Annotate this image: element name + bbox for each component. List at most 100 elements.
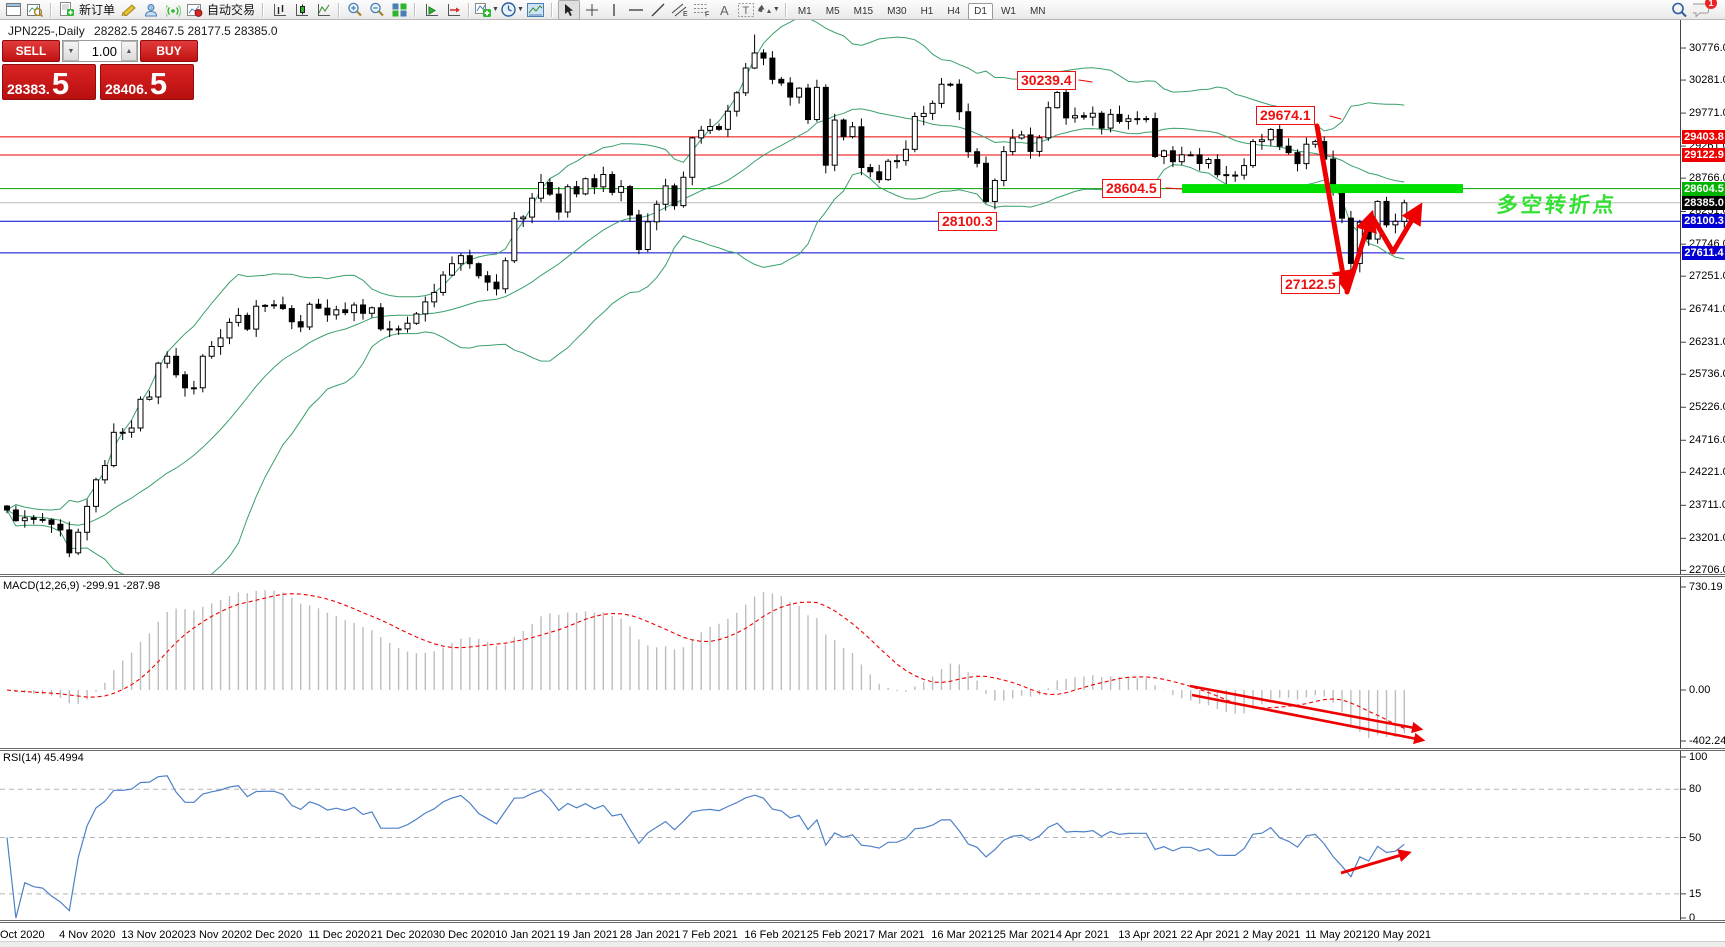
ohlc-values: 28282.5 28467.5 28177.5 28385.0 xyxy=(94,24,278,38)
chart-window-icon[interactable] xyxy=(3,1,23,19)
fibonacci-icon[interactable]: F xyxy=(692,1,712,19)
timeframe-m1[interactable]: M1 xyxy=(797,5,812,17)
macd-tick: 0.00 xyxy=(1689,684,1711,696)
price-tick: 28766.0 xyxy=(1689,172,1725,185)
main-plot xyxy=(4,20,1463,574)
crayon-icon[interactable] xyxy=(119,1,139,19)
new-order-label[interactable]: 新订单 xyxy=(79,3,116,17)
buy-button[interactable]: BUY xyxy=(140,40,198,62)
search-icon[interactable] xyxy=(1669,1,1689,19)
candle-body xyxy=(1018,134,1025,139)
price-tick: 26741.0 xyxy=(1689,303,1725,316)
volume-increase-button[interactable]: ▲ xyxy=(121,41,137,61)
crosshair-icon[interactable] xyxy=(582,1,602,19)
price-tick: 22706.0 xyxy=(1689,564,1725,577)
candle-body xyxy=(1250,141,1256,167)
candle-body xyxy=(449,263,455,276)
bollinger-up xyxy=(6,20,1405,511)
trendline-icon[interactable] xyxy=(648,1,668,19)
sell-price-display[interactable]: 28383. 5 xyxy=(2,64,96,100)
chart-shift-icon[interactable] xyxy=(443,1,463,19)
price-callout[interactable]: 29674.1 xyxy=(1256,106,1315,125)
equidistant-channel-icon[interactable]: E xyxy=(670,1,690,19)
signal-icon[interactable] xyxy=(163,1,183,19)
volume-decrease-button[interactable]: ▼ xyxy=(63,41,79,61)
timeframe-m30[interactable]: M30 xyxy=(887,5,907,17)
rsi-arrow xyxy=(1340,849,1412,875)
candle-body xyxy=(48,519,55,525)
volume-input[interactable]: 1.00 xyxy=(91,44,117,59)
volume-box: ▼ 1.00 ▲ xyxy=(62,40,138,62)
autotrading-icon[interactable] xyxy=(185,1,205,19)
candle-body xyxy=(724,110,731,130)
candle-body xyxy=(1196,154,1203,165)
bar-chart-icon[interactable] xyxy=(269,1,289,19)
price-callout[interactable]: 30239.4 xyxy=(1017,71,1076,90)
candle-body xyxy=(413,313,420,324)
tile-windows-icon[interactable] xyxy=(389,1,409,19)
text-label-icon[interactable]: T xyxy=(736,1,756,19)
candle-body xyxy=(306,303,313,328)
new-order-icon[interactable] xyxy=(57,1,77,19)
macd-arrow xyxy=(1191,693,1426,745)
cursor-icon[interactable] xyxy=(557,0,580,20)
profile-icon[interactable] xyxy=(141,1,161,19)
candle-body xyxy=(1401,202,1408,222)
autotrading-label[interactable]: 自动交易 xyxy=(207,3,256,17)
trend-arrows xyxy=(1078,79,1423,295)
line-chart-icon[interactable] xyxy=(313,1,333,19)
svg-text:F: F xyxy=(705,12,709,18)
candle-body xyxy=(1347,217,1354,264)
chart-preview-icon[interactable] xyxy=(25,1,45,19)
price-callout[interactable]: 27122.5 xyxy=(1281,275,1340,294)
panel-separator[interactable] xyxy=(0,748,1725,751)
timeframe-m5[interactable]: M5 xyxy=(825,5,840,17)
periods-icon[interactable]: ▼ xyxy=(501,1,524,19)
candle-body xyxy=(1223,174,1230,177)
zoom-out-icon[interactable] xyxy=(367,1,387,19)
candle-body xyxy=(457,255,464,265)
text-icon[interactable]: A xyxy=(714,1,734,19)
price-line-label: 29403.8 xyxy=(1682,129,1725,144)
timeframe-h4[interactable]: H4 xyxy=(947,5,961,17)
timeframe-h1[interactable]: H1 xyxy=(920,5,934,17)
candle-body xyxy=(1383,200,1390,226)
price-callout[interactable]: 28604.5 xyxy=(1102,179,1161,198)
timeframe-m15[interactable]: M15 xyxy=(853,5,874,17)
bollinger-lo xyxy=(6,164,1405,574)
sell-button[interactable]: SELL xyxy=(2,40,60,62)
candle-body xyxy=(502,260,509,290)
toolbar-separator xyxy=(468,2,471,17)
candle-body xyxy=(1116,113,1123,122)
horizontal-line-icon[interactable] xyxy=(626,1,646,19)
candle-body xyxy=(885,160,892,181)
template-icon[interactable] xyxy=(526,1,546,19)
timeframe-d1[interactable]: D1 xyxy=(968,2,993,20)
timeframe-w1[interactable]: W1 xyxy=(1000,5,1016,17)
candle-body xyxy=(475,263,482,277)
timeframe-mn[interactable]: MN xyxy=(1029,5,1046,17)
indicators-icon[interactable]: ▼ xyxy=(475,1,499,19)
toolbar-separator xyxy=(784,2,787,17)
auto-scroll-icon[interactable] xyxy=(421,1,441,19)
vertical-line-icon[interactable] xyxy=(604,1,624,19)
chevron-down-icon: ▼ xyxy=(492,6,499,13)
candle-body xyxy=(226,321,233,339)
candle-body xyxy=(858,126,865,169)
candle-body xyxy=(422,301,429,315)
candle-body xyxy=(1063,91,1070,119)
buy-price-display[interactable]: 28406. 5 xyxy=(100,64,194,100)
zoom-in-icon[interactable] xyxy=(345,1,365,19)
candle-body xyxy=(1303,143,1310,165)
arrows-shapes-icon[interactable]: ▼ xyxy=(757,1,780,19)
candle-body xyxy=(1232,174,1239,177)
price-callout[interactable]: 28100.3 xyxy=(938,212,997,231)
candle-body xyxy=(101,465,108,481)
candle-body xyxy=(279,304,286,310)
panel-separator[interactable] xyxy=(0,574,1725,577)
candlestick-icon[interactable] xyxy=(291,1,311,19)
chat-icon[interactable]: 1 xyxy=(1691,0,1717,19)
candle-body xyxy=(4,505,10,511)
candle-body xyxy=(1072,115,1078,119)
